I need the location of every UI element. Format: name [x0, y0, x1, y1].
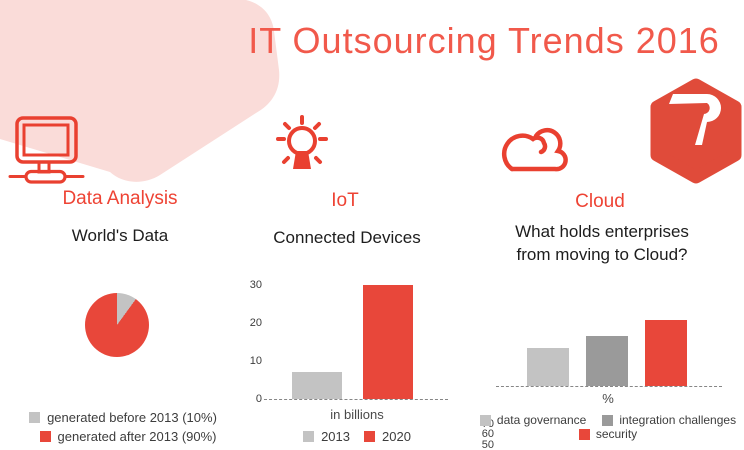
section-label-data-analysis: Data Analysis [62, 188, 178, 209]
legend-item: 2020 [364, 429, 411, 444]
section-label-cloud: Cloud [575, 191, 625, 212]
x-axis-baseline [496, 386, 722, 387]
bar-chart-cloud-blockers: 010203040506070 % data governance integr… [0, 114, 744, 450]
bar-2020 [363, 285, 413, 399]
section-heading-cloud-question: What holds enterprises from moving to Cl… [490, 220, 714, 266]
company-logo-hexagon-r [650, 78, 742, 184]
legend-swatch [303, 431, 315, 442]
lightbulb-icon [276, 115, 328, 169]
y-tick-label: 0 [255, 392, 262, 405]
legend-label: security [595, 427, 638, 441]
legend-label: 2013 [321, 429, 350, 444]
legend-swatch [364, 431, 375, 442]
x-axis-baseline [264, 399, 448, 400]
section-heading-worlds-data: World's Data [71, 226, 169, 245]
legend-item: generated before 2013 (10%) [29, 410, 217, 425]
x-axis-label: % [602, 391, 614, 406]
section-label-iot: IoT [331, 190, 359, 211]
legend-swatch [479, 414, 491, 426]
bar-legend: 2013 2020 [266, 429, 448, 444]
legend-item: 2013 [303, 429, 350, 444]
plot-area [498, 310, 744, 386]
legend-swatch [29, 412, 41, 423]
pink-background-shape [0, 0, 280, 182]
heading-line-1: What holds enterprises [515, 222, 689, 241]
monitor-icon [8, 116, 85, 184]
bar-legend: data governance integration challenges s… [476, 413, 740, 441]
legend-label: 2020 [382, 429, 411, 444]
legend-item: security [578, 427, 638, 441]
legend-label: generated before 2013 (10%) [47, 410, 217, 425]
cloud-icon [501, 127, 568, 172]
y-tick-label: 60 [481, 428, 494, 441]
y-tick-label: 30 [249, 278, 262, 291]
pie-legend: generated before 2013 (10%) generated af… [10, 410, 236, 444]
x-axis-label: in billions [330, 407, 384, 422]
bar-data-governance [527, 348, 569, 386]
y-tick-label: 10 [249, 354, 262, 367]
legend-item: generated after 2013 (90%) [39, 429, 217, 444]
y-axis: 0 10 20 30 [234, 279, 262, 404]
logo-letter-r [669, 94, 721, 145]
legend-label: data governance [496, 413, 587, 427]
bar-2013 [292, 372, 342, 399]
legend-swatch [578, 428, 590, 440]
y-tick-label: 50 [481, 439, 494, 450]
heading-line-2: from moving to Cloud? [516, 245, 688, 264]
page-title: IT Outsourcing Trends 2016 [248, 20, 720, 61]
bar-security [645, 319, 687, 386]
legend-row: data governance integration challenges [479, 413, 736, 427]
legend-swatch [39, 431, 51, 442]
legend-swatch [602, 414, 614, 426]
legend-label: generated after 2013 (90%) [57, 429, 217, 444]
legend-label: integration challenges [619, 413, 737, 427]
legend-item: integration challenges [602, 413, 736, 427]
plot-area [266, 285, 474, 399]
bar-integration-challenges [586, 336, 628, 386]
section-heading-connected-devices: Connected Devices [273, 228, 421, 247]
pie-chart-worlds-data [85, 293, 149, 357]
y-tick-label: 20 [249, 316, 262, 329]
legend-item: data governance [479, 413, 587, 427]
